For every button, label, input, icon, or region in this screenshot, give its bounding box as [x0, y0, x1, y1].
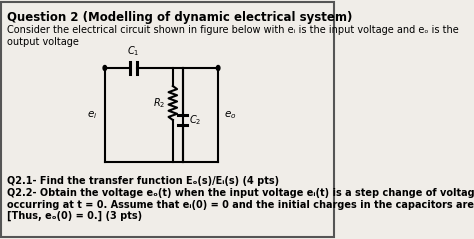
Text: $C_1$: $C_1$ [127, 44, 139, 58]
Text: $e_o$: $e_o$ [224, 109, 237, 121]
Text: $R_2$: $R_2$ [154, 96, 166, 110]
Text: Consider the electrical circuit shown in figure below with eᵢ is the input volta: Consider the electrical circuit shown in… [7, 25, 459, 47]
Text: Q2.1- Find the transfer function Eₒ(s)/Eᵢ(s) (4 pts): Q2.1- Find the transfer function Eₒ(s)/E… [7, 176, 279, 186]
Text: Question 2 (Modelling of dynamic electrical system): Question 2 (Modelling of dynamic electri… [7, 11, 353, 24]
Text: $e_i$: $e_i$ [87, 109, 98, 121]
Circle shape [103, 65, 107, 71]
Circle shape [216, 65, 220, 71]
Text: $C_2$: $C_2$ [189, 113, 201, 127]
Text: Q2.2- Obtain the voltage eₒ(t) when the input voltage eᵢ(t) is a step change of : Q2.2- Obtain the voltage eₒ(t) when the … [7, 188, 474, 222]
